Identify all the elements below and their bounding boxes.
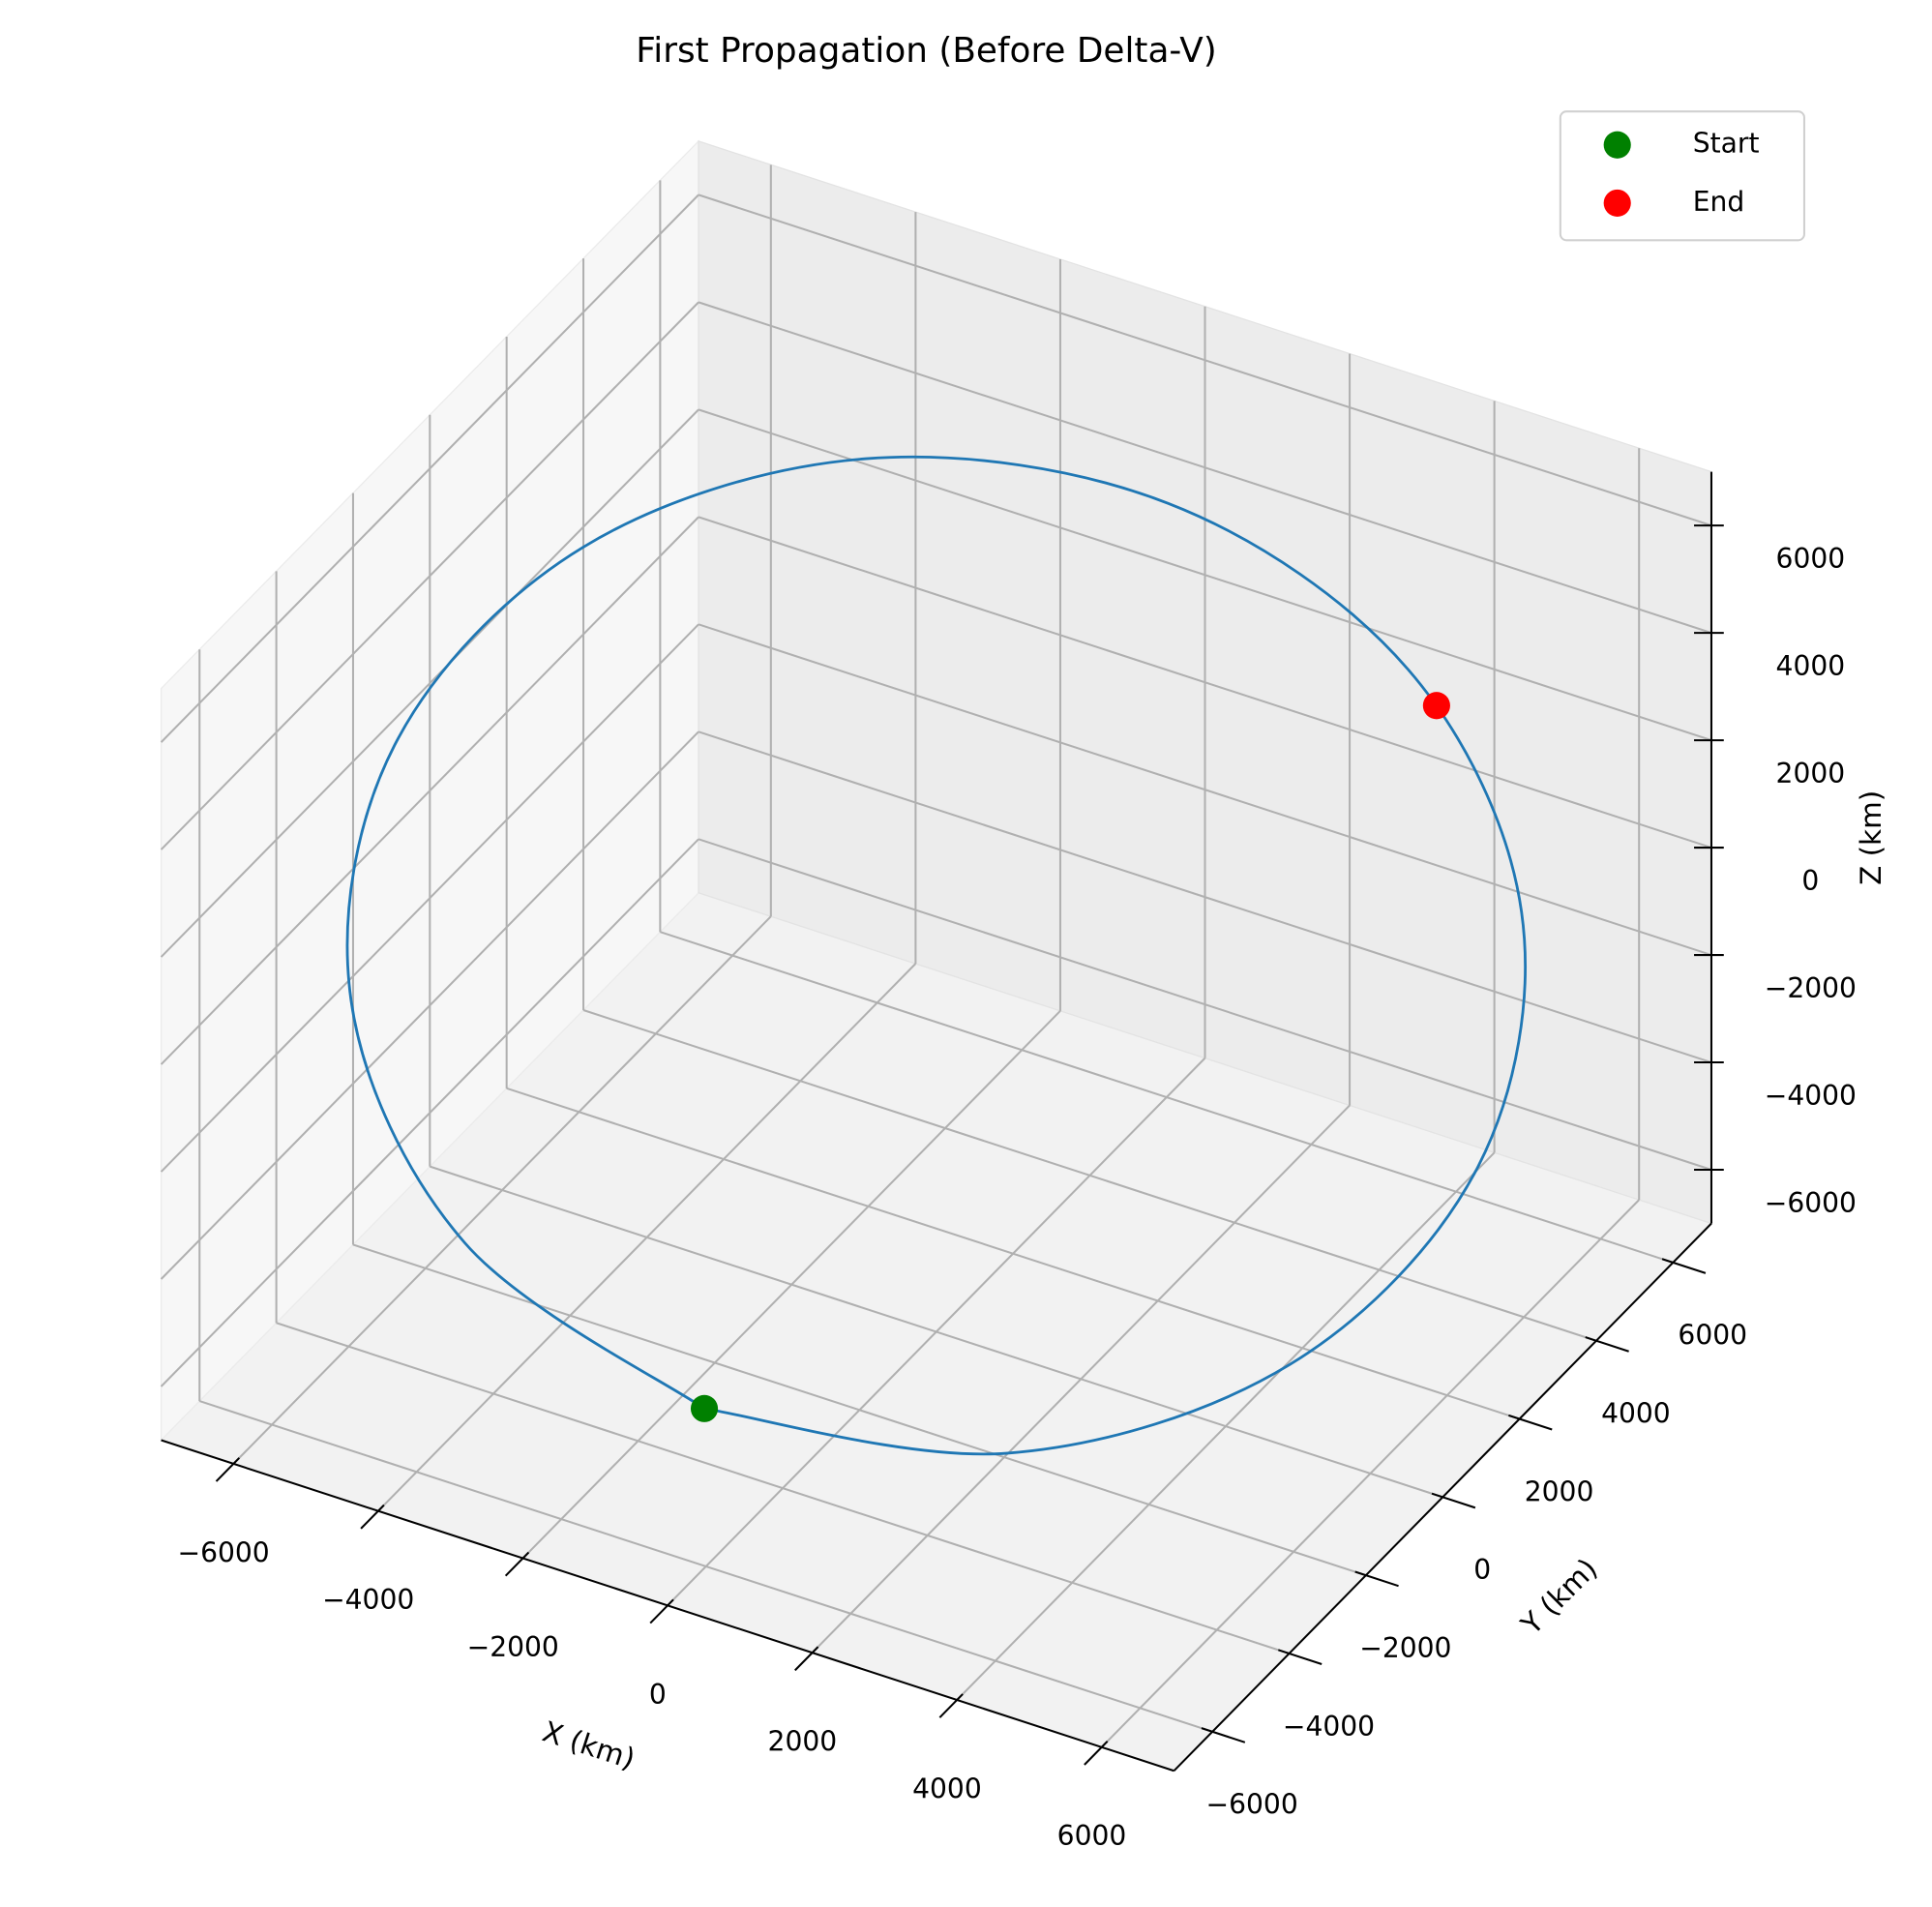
grid xyxy=(160,164,1712,1748)
x-tick xyxy=(938,1693,964,1718)
y-tick-label: 6000 xyxy=(1678,1320,1747,1352)
grid-line xyxy=(698,730,1712,1064)
grid-line xyxy=(698,408,1712,742)
x-tick xyxy=(794,1646,819,1672)
grid-line xyxy=(160,623,699,1173)
grid-line xyxy=(160,516,699,1065)
grid-line xyxy=(198,1400,1213,1733)
legend-label: Start xyxy=(1693,128,1760,160)
grid-line xyxy=(506,1087,1520,1420)
grid-line xyxy=(160,408,699,958)
z-tick-label: 2000 xyxy=(1776,758,1846,790)
z-tick-label: −4000 xyxy=(1765,1080,1857,1112)
scatter-point xyxy=(690,1394,719,1422)
chart-title: First Propagation (Before Delta-V) xyxy=(636,31,1216,71)
grid-line xyxy=(698,623,1712,957)
x-tick-label: 0 xyxy=(649,1679,667,1711)
x-tick xyxy=(1084,1741,1109,1766)
z-axis-label: Z (km) xyxy=(1855,790,1887,885)
legend-box xyxy=(1559,110,1805,242)
z-tick-label: −2000 xyxy=(1765,972,1857,1004)
y-tick xyxy=(1661,1258,1707,1274)
x-tick-label: −6000 xyxy=(178,1536,270,1568)
grid-line xyxy=(160,194,699,743)
grid-line xyxy=(698,838,1712,1171)
grid-line xyxy=(160,301,699,850)
x-tick xyxy=(215,1457,241,1482)
grid-line xyxy=(429,1165,1443,1499)
legend: Start End xyxy=(1559,110,1805,242)
y-tick xyxy=(1585,1336,1629,1353)
orbit-line xyxy=(345,455,1527,1456)
y-tick-label: 4000 xyxy=(1601,1398,1671,1430)
marks xyxy=(345,455,1527,1456)
legend-label: End xyxy=(1693,186,1744,218)
x-tick-label: −4000 xyxy=(322,1584,414,1616)
x-tick-label: 4000 xyxy=(912,1773,982,1804)
y-tick-label: 0 xyxy=(1473,1554,1491,1586)
grid-line xyxy=(276,1322,1290,1654)
x-tick xyxy=(649,1598,674,1624)
grid-line xyxy=(352,1243,1367,1577)
y-tick xyxy=(1508,1414,1553,1431)
x-tick xyxy=(504,1551,530,1577)
y-tick-label: −2000 xyxy=(1359,1632,1451,1664)
z-tick-label: 6000 xyxy=(1776,543,1846,575)
grid-line xyxy=(582,1009,1597,1342)
x-tick xyxy=(360,1504,385,1530)
y-tick xyxy=(1354,1570,1399,1588)
grid-line xyxy=(160,730,699,1280)
grid-line xyxy=(160,838,699,1387)
y-tick-label: −4000 xyxy=(1283,1711,1375,1743)
grid-line xyxy=(698,516,1712,849)
grid-line xyxy=(660,931,1674,1264)
y-tick xyxy=(1201,1727,1246,1743)
z-tick-label: −6000 xyxy=(1765,1187,1857,1219)
y-tick xyxy=(1278,1649,1323,1665)
legend-marker xyxy=(1603,131,1631,159)
x-tick-label: 6000 xyxy=(1057,1820,1127,1852)
z-tick-label: 0 xyxy=(1801,865,1819,897)
x-tick-label: −2000 xyxy=(467,1631,559,1663)
legend-marker xyxy=(1603,189,1631,217)
y-tick xyxy=(1431,1492,1476,1509)
y-axis-label: Y (km) xyxy=(1514,1552,1604,1642)
scatter-point xyxy=(1422,692,1450,720)
y-tick-label: −6000 xyxy=(1206,1789,1298,1821)
z-tick-label: 4000 xyxy=(1776,650,1846,682)
grid-line xyxy=(698,194,1712,527)
x-tick-label: 2000 xyxy=(768,1726,838,1758)
x-axis-label: X (km) xyxy=(539,1714,639,1775)
y-tick-label: 2000 xyxy=(1525,1475,1594,1507)
grid-line xyxy=(698,301,1712,635)
